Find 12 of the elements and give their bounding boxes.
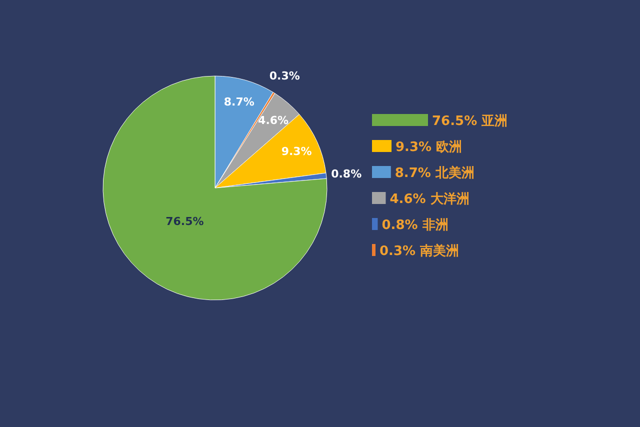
- data-label: 8.7%: [224, 96, 254, 109]
- legend-label: 76.5% 亚洲: [432, 114, 508, 129]
- legend-label: 0.8% 非洲: [382, 218, 448, 233]
- legend-label: 8.7% 北美洲: [394, 165, 474, 181]
- data-label: 0.8%: [331, 168, 362, 181]
- data-label: 4.6%: [258, 114, 289, 127]
- data-label: 76.5%: [166, 214, 204, 228]
- data-label: 0.3%: [269, 70, 300, 83]
- legend-label: 4.6% 大洋洲: [390, 192, 470, 207]
- data-label: 9.3%: [281, 144, 312, 158]
- legend-label: 0.3% 南美洲: [380, 243, 460, 259]
- legend-label: 9.3% 欧洲: [396, 140, 462, 155]
